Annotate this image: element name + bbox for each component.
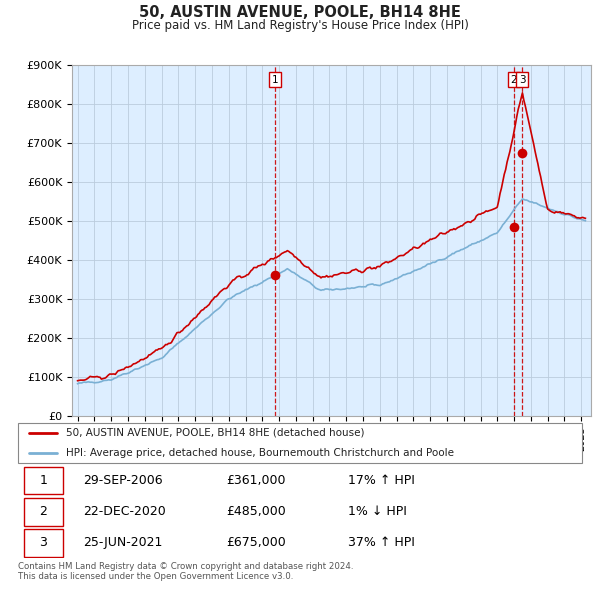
Text: 25-JUN-2021: 25-JUN-2021 — [83, 536, 162, 549]
Text: 1: 1 — [271, 75, 278, 84]
Text: £675,000: £675,000 — [227, 536, 286, 549]
Text: 37% ↑ HPI: 37% ↑ HPI — [348, 536, 415, 549]
Text: 17% ↑ HPI: 17% ↑ HPI — [348, 474, 415, 487]
Text: 2: 2 — [40, 505, 47, 519]
Text: 1: 1 — [40, 474, 47, 487]
Bar — [23, 467, 63, 494]
Text: 3: 3 — [40, 536, 47, 549]
Text: 29-SEP-2006: 29-SEP-2006 — [83, 474, 163, 487]
Bar — [23, 498, 63, 526]
Text: £361,000: £361,000 — [227, 474, 286, 487]
Text: 50, AUSTIN AVENUE, POOLE, BH14 8HE: 50, AUSTIN AVENUE, POOLE, BH14 8HE — [139, 5, 461, 19]
Text: Contains HM Land Registry data © Crown copyright and database right 2024.
This d: Contains HM Land Registry data © Crown c… — [18, 562, 353, 581]
Bar — [23, 529, 63, 556]
Text: £485,000: £485,000 — [227, 505, 286, 519]
Text: 22-DEC-2020: 22-DEC-2020 — [83, 505, 166, 519]
Text: 50, AUSTIN AVENUE, POOLE, BH14 8HE (detached house): 50, AUSTIN AVENUE, POOLE, BH14 8HE (deta… — [66, 428, 364, 438]
Text: HPI: Average price, detached house, Bournemouth Christchurch and Poole: HPI: Average price, detached house, Bour… — [66, 448, 454, 458]
Text: 2: 2 — [511, 75, 517, 84]
Text: 1% ↓ HPI: 1% ↓ HPI — [348, 505, 407, 519]
Text: 3: 3 — [519, 75, 526, 84]
Text: Price paid vs. HM Land Registry's House Price Index (HPI): Price paid vs. HM Land Registry's House … — [131, 19, 469, 32]
